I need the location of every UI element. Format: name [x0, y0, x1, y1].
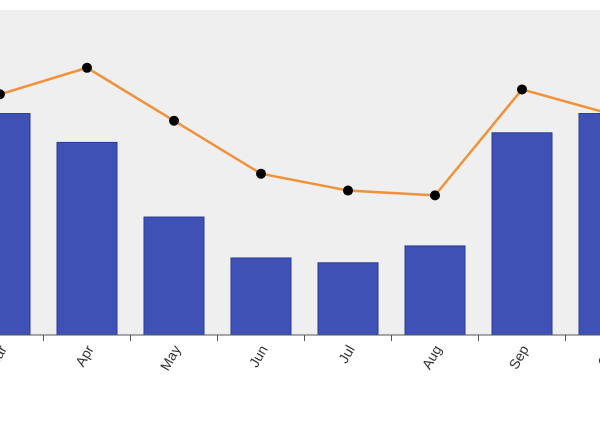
x-tick-label-jun: Jun [246, 342, 271, 370]
line-point-jun [256, 168, 266, 179]
x-tick-label-may: May [157, 342, 184, 373]
x-axis-ticks [43, 335, 566, 341]
line-point-aug [430, 190, 440, 201]
line-series [0, 66, 600, 197]
bar-jul [317, 262, 379, 336]
bar-mar [0, 113, 31, 336]
bar-aug [404, 245, 466, 336]
x-tick-label-jul: Jul [335, 342, 358, 366]
x-axis-tick-labels: Mar Apr May Jun Jul Aug Sep Oct [0, 342, 600, 373]
bar-may [143, 216, 205, 336]
line-point-mar [0, 89, 5, 100]
bar-oct [578, 113, 600, 336]
bar-apr [56, 141, 118, 336]
x-tick-label-mar: Mar [0, 342, 10, 371]
line-point-may [169, 115, 179, 126]
line-point-jul [343, 185, 353, 196]
bar-series [0, 113, 600, 336]
x-tick-label-apr: Apr [72, 342, 97, 369]
line-point-apr [82, 62, 92, 73]
bar-jun [230, 257, 292, 336]
x-tick-label-oct: Oct [594, 342, 600, 369]
line-point-sep [517, 84, 527, 95]
line-markers [0, 62, 527, 201]
x-tick-label-aug: Aug [418, 342, 444, 372]
x-tick-label-sep: Sep [505, 342, 531, 372]
bar-sep [491, 132, 553, 336]
